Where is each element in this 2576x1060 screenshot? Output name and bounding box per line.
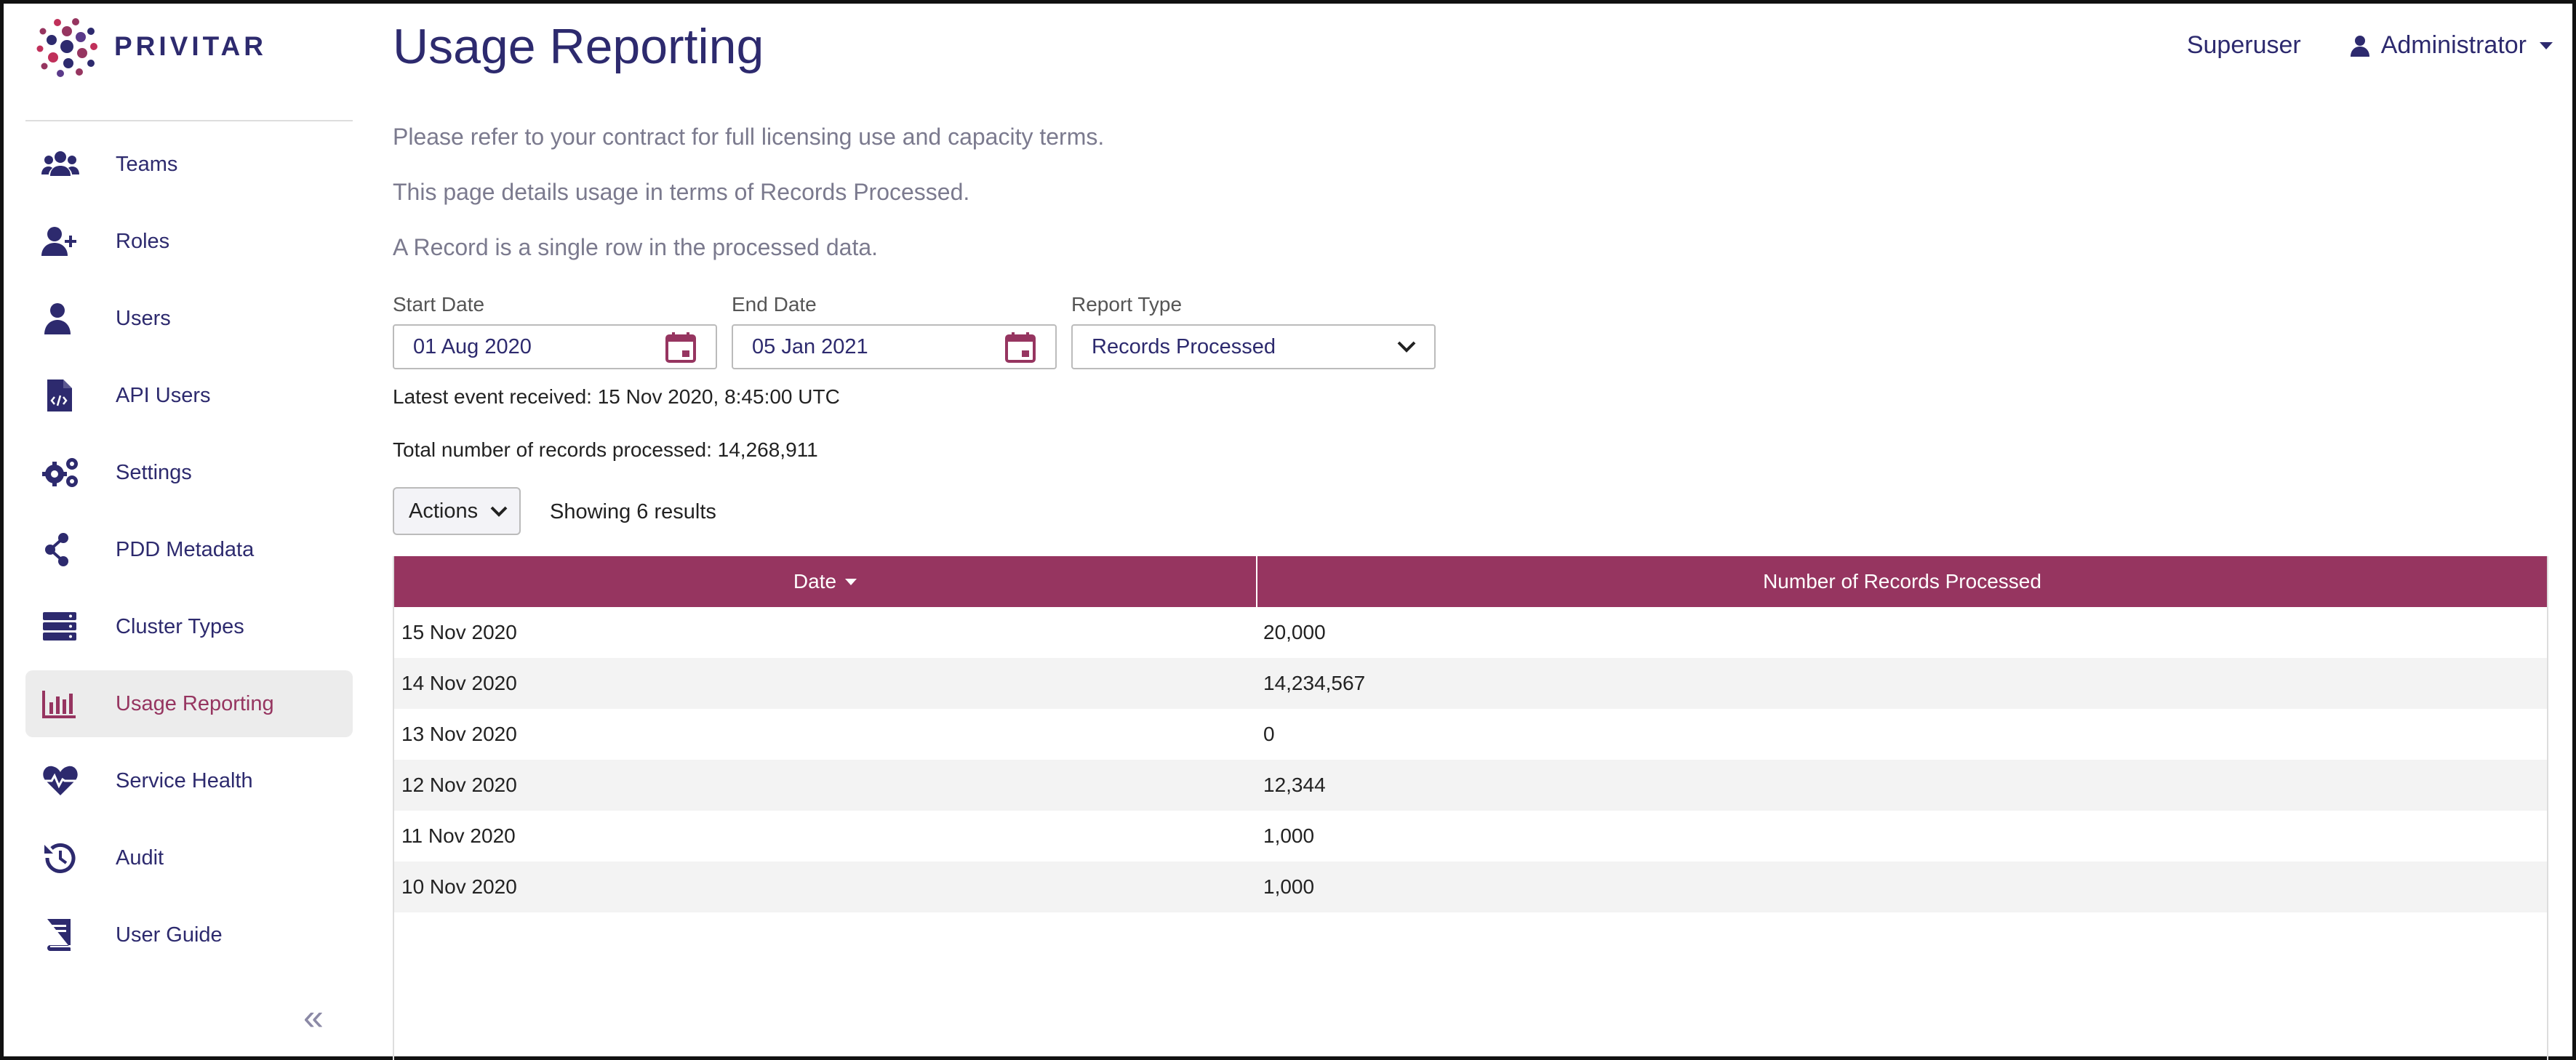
report-type-label: Report Type (1071, 293, 1183, 316)
end-date-value: 05 Jan 2021 (752, 334, 868, 358)
sidebar-item-api-users[interactable]: API Users (25, 362, 353, 429)
top-nav: Superuser Administrator (2187, 31, 2553, 60)
chevron-down-icon (490, 506, 508, 517)
account-name: Administrator (2380, 31, 2527, 59)
start-date-value: 01 Aug 2020 (413, 334, 532, 358)
share-icon (41, 531, 85, 569)
table-row[interactable]: 13 Nov 2020 0 (394, 709, 2547, 760)
bar-chart-icon (41, 685, 85, 723)
cell-records: 14,234,567 (1263, 672, 1366, 694)
table-row[interactable]: 12 Nov 2020 12,344 (394, 760, 2547, 811)
cell-records: 0 (1263, 723, 1275, 745)
intro-usage: This page details usage in terms of Reco… (393, 179, 970, 205)
calendar-icon[interactable] (1004, 332, 1036, 364)
account-menu[interactable]: Administrator (2350, 31, 2553, 60)
cell-records: 12,344 (1263, 774, 1326, 796)
sidebar-item-label: Roles (116, 229, 170, 253)
user-icon (41, 300, 85, 337)
chevron-down-icon (1397, 341, 1416, 353)
cell-date: 13 Nov 2020 (401, 723, 517, 745)
sidebar-item-label: API Users (116, 383, 211, 407)
cell-date: 11 Nov 2020 (401, 824, 516, 847)
file-code-icon (41, 377, 85, 414)
sidebar-item-pdd-metadata[interactable]: PDD Metadata (25, 516, 353, 583)
page-title: Usage Reporting (393, 19, 764, 74)
table-row[interactable]: 11 Nov 2020 1,000 (394, 811, 2547, 862)
sidebar-item-label: Usage Reporting (116, 691, 274, 715)
privitar-logo-icon (36, 18, 97, 77)
calendar-icon[interactable] (665, 332, 697, 364)
sidebar-item-users[interactable]: Users (25, 285, 353, 352)
caret-down-icon (2540, 41, 2553, 49)
sidebar-item-teams[interactable]: Teams (25, 131, 353, 198)
sidebar-item-settings[interactable]: Settings (25, 439, 353, 506)
intro-licensing: Please refer to your contract for full l… (393, 124, 1105, 150)
cell-records: 1,000 (1263, 824, 1315, 847)
sidebar-item-roles[interactable]: Roles (25, 208, 353, 275)
table-header: Date Number of Records Processed (394, 556, 2547, 607)
cell-date: 12 Nov 2020 (401, 774, 517, 796)
superuser-link[interactable]: Superuser (2186, 31, 2301, 59)
brand-logo[interactable]: PRIVITAR (36, 15, 267, 78)
column-header-date[interactable]: Date (394, 556, 1257, 607)
sidebar-item-user-guide[interactable]: User Guide (25, 902, 353, 968)
sidebar-item-cluster-types[interactable]: Cluster Types (25, 593, 353, 660)
heartbeat-icon (41, 762, 85, 800)
cogs-icon (41, 454, 85, 491)
sidebar-item-label: Teams (116, 152, 178, 176)
column-header-records[interactable]: Number of Records Processed (1257, 556, 2547, 607)
intro-record-definition: A Record is a single row in the processe… (393, 234, 879, 260)
user-icon (2350, 35, 2369, 57)
latest-event-text: Latest event received: 15 Nov 2020, 8:45… (393, 385, 840, 408)
results-count: Showing 6 results (550, 500, 716, 523)
sidebar-item-usage-reporting[interactable]: Usage Reporting (25, 670, 353, 737)
sidebar-item-audit[interactable]: Audit (25, 824, 353, 891)
column-header-label: Number of Records Processed (1763, 570, 2041, 593)
sidebar-divider (25, 120, 353, 121)
report-type-select[interactable]: Records Processed (1071, 324, 1436, 369)
start-date-label: Start Date (393, 293, 485, 316)
main-content: Usage Reporting Superuser Administrator … (393, 4, 2553, 1060)
cell-date: 10 Nov 2020 (401, 875, 517, 898)
brand-name: PRIVITAR (114, 31, 267, 61)
column-header-label: Date (793, 570, 837, 593)
history-icon (41, 839, 85, 877)
start-date-field[interactable]: 01 Aug 2020 (393, 324, 717, 369)
sidebar-item-label: Users (116, 306, 171, 330)
total-records-text: Total number of records processed: 14,26… (393, 438, 818, 461)
end-date-label: End Date (732, 293, 817, 316)
cell-records: 20,000 (1263, 621, 1326, 643)
sidebar-item-label: PDD Metadata (116, 537, 255, 561)
server-icon (41, 608, 85, 646)
collapse-sidebar-button[interactable]: « (303, 997, 324, 1037)
usage-table: Date Number of Records Processed 15 Nov … (393, 556, 2548, 1060)
end-date-field[interactable]: 05 Jan 2021 (732, 324, 1057, 369)
sort-desc-icon (845, 578, 857, 585)
cell-date: 14 Nov 2020 (401, 672, 517, 694)
sidebar-item-label: Audit (116, 846, 164, 870)
users-group-icon (41, 145, 85, 183)
report-type-value: Records Processed (1092, 334, 1276, 358)
table-row[interactable]: 14 Nov 2020 14,234,567 (394, 658, 2547, 709)
table-row[interactable]: 10 Nov 2020 1,000 (394, 862, 2547, 912)
sidebar-item-label: Service Health (116, 768, 253, 792)
user-plus-icon (41, 222, 85, 260)
sidebar-nav: Teams Roles Users API Users Settings (25, 131, 353, 979)
sidebar: PRIVITAR Teams Roles Users API Users (4, 4, 353, 1056)
sidebar-item-label: User Guide (116, 923, 223, 947)
sidebar-item-label: Cluster Types (116, 614, 244, 638)
actions-label: Actions (409, 499, 479, 523)
book-icon (41, 916, 85, 954)
table-row[interactable]: 15 Nov 2020 20,000 (394, 607, 2547, 658)
sidebar-item-service-health[interactable]: Service Health (25, 747, 353, 814)
cell-records: 1,000 (1263, 875, 1315, 898)
cell-date: 15 Nov 2020 (401, 621, 517, 643)
sidebar-item-label: Settings (116, 460, 192, 484)
actions-button[interactable]: Actions (393, 487, 521, 535)
